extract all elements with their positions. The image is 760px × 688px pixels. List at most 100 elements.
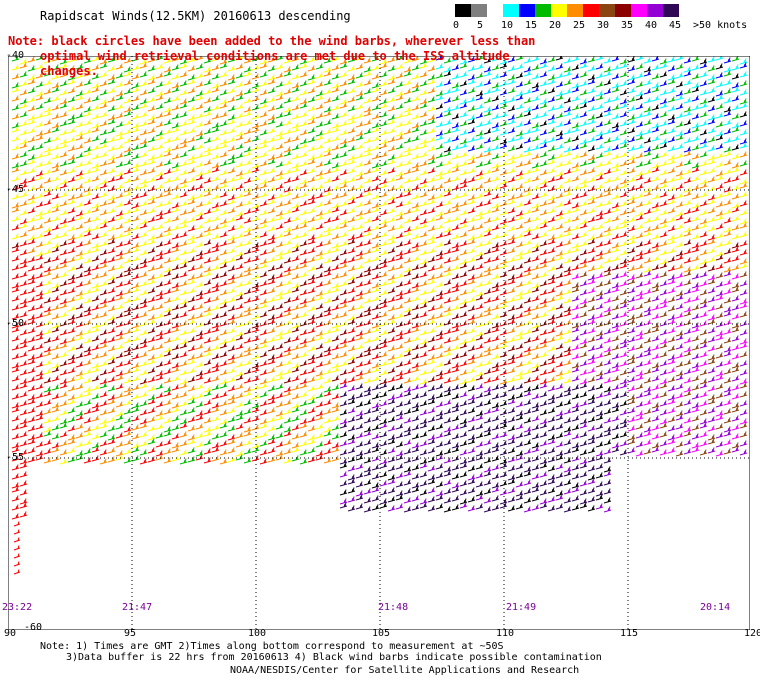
wind-barb (235, 121, 244, 128)
wind-barb (579, 138, 588, 145)
wind-barb (507, 158, 516, 165)
wind-barb (219, 111, 228, 118)
wind-barb (587, 194, 596, 201)
wind-barb (163, 248, 172, 255)
wind-barb (523, 79, 532, 86)
wind-barb (659, 280, 668, 287)
wind-barb (163, 128, 172, 135)
wind-barb (283, 57, 292, 64)
wind-barb (627, 87, 636, 94)
wind-barb (363, 79, 372, 86)
wind-barb (355, 161, 364, 168)
wind-barb (75, 161, 84, 168)
wind-barb (195, 161, 204, 168)
wind-barb (491, 286, 500, 293)
wind-barb (27, 114, 36, 121)
wind-barb (579, 129, 588, 136)
wind-barb (163, 88, 172, 95)
wind-barb (491, 264, 500, 271)
legend-label: 45 (669, 20, 682, 31)
wind-barb (635, 134, 644, 141)
wind-barb (523, 88, 532, 95)
wind-barb (35, 210, 44, 217)
wind-barb (683, 106, 692, 113)
wind-barb (395, 272, 404, 279)
wind-barb (707, 265, 716, 272)
wind-barb (251, 86, 260, 93)
wind-barb (243, 79, 252, 86)
wind-barb (107, 198, 116, 205)
wind-barb (659, 218, 668, 225)
wind-barb (203, 168, 212, 175)
wind-barb (411, 64, 420, 71)
wind-barb (331, 206, 340, 213)
wind-barb (59, 102, 68, 109)
wind-barb (107, 154, 116, 161)
wind-barb (11, 153, 20, 160)
wind-barb (707, 198, 716, 205)
longitude-label: 120 (744, 628, 760, 639)
wind-barb (243, 288, 252, 295)
wind-barb (571, 286, 580, 293)
wind-barb (27, 296, 36, 303)
wind-barb (227, 265, 236, 272)
wind-barb (451, 95, 460, 102)
wind-barb (179, 209, 188, 216)
wind-barb (611, 175, 620, 182)
wind-barb (99, 271, 108, 278)
wind-barb (395, 290, 404, 297)
wind-barb (603, 79, 612, 86)
wind-barb (43, 88, 52, 95)
wind-barb (219, 240, 228, 247)
legend-swatch (631, 4, 647, 17)
wind-barb (523, 66, 532, 73)
wind-barb (491, 246, 500, 253)
wind-barb (107, 305, 116, 312)
wind-barb (99, 102, 108, 109)
wind-barb (443, 239, 452, 246)
wind-barb (59, 231, 68, 238)
wind-barb (299, 200, 308, 207)
wind-barb (491, 144, 500, 151)
wind-barb (99, 298, 108, 305)
wind-barb (235, 192, 244, 199)
wind-barb (459, 200, 468, 207)
wind-barb (467, 225, 476, 232)
wind-barb (475, 112, 484, 119)
wind-barb (179, 111, 188, 118)
wind-barb (715, 170, 724, 177)
wind-barb (467, 136, 476, 143)
wind-barb (435, 263, 444, 270)
wind-barb (355, 152, 364, 159)
longitude-label: 100 (248, 628, 267, 639)
wind-barb (339, 222, 348, 229)
wind-barb (395, 241, 404, 248)
wind-barb (467, 207, 476, 214)
wind-barb (459, 102, 468, 109)
wind-barb (131, 286, 140, 293)
wind-barb (555, 250, 564, 257)
wind-barb (643, 110, 652, 117)
wind-barb (675, 201, 684, 208)
wind-barb (315, 250, 324, 257)
wind-barb (491, 95, 500, 102)
wind-barb (459, 62, 468, 69)
wind-barb (211, 144, 220, 151)
wind-barb (371, 95, 380, 102)
wind-barb (739, 289, 748, 296)
wind-barb (675, 121, 684, 128)
wind-barb (427, 78, 436, 85)
wind-barb (267, 287, 276, 294)
time-label: 21:47 (122, 602, 153, 613)
wind-barb (587, 207, 596, 214)
wind-barb (715, 192, 724, 199)
wind-barb (227, 105, 236, 112)
wind-barb (467, 96, 476, 103)
wind-barb (27, 74, 36, 81)
wind-barb (195, 112, 204, 119)
wind-barb (123, 208, 132, 215)
wind-barb (539, 58, 548, 65)
wind-barb (235, 281, 244, 288)
wind-barb (259, 200, 268, 207)
wind-barb (259, 298, 268, 305)
